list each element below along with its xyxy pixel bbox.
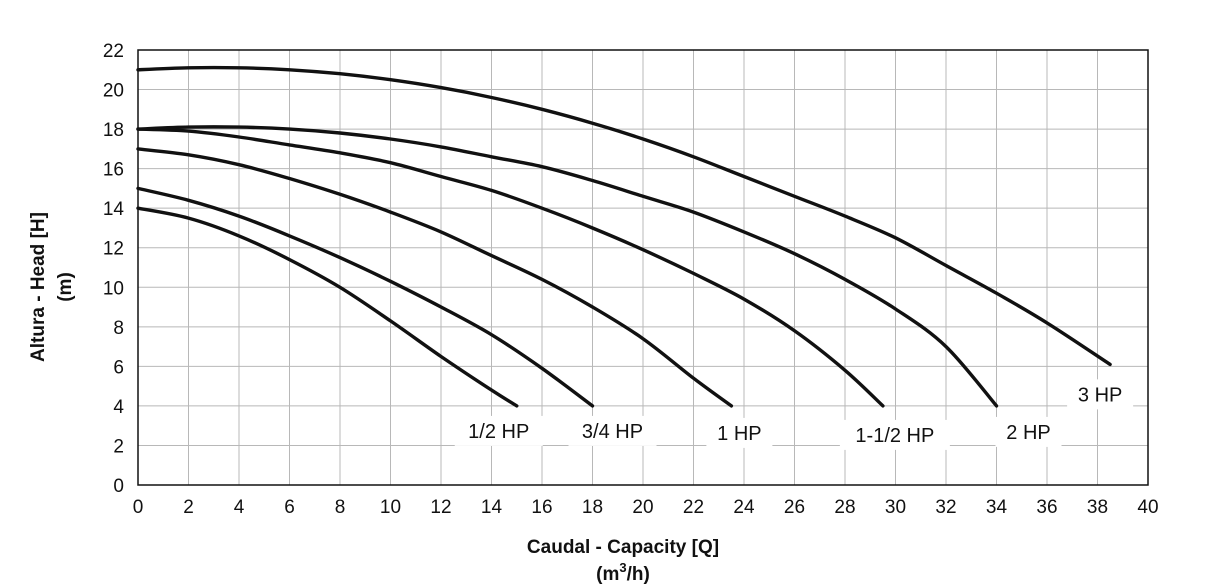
x-tick-label: 28 bbox=[834, 497, 855, 518]
curve-label-background bbox=[568, 415, 657, 446]
y-tick-labels: 0 2 4 6 8 10 12 14 16 18 20 22 bbox=[103, 41, 125, 497]
x-tick-label: 8 bbox=[335, 497, 346, 518]
x-tick-label: 0 bbox=[133, 497, 144, 518]
curve-label-background bbox=[1067, 379, 1134, 410]
pump-curve-3 bbox=[136, 147, 734, 408]
y-tick-label: 4 bbox=[113, 397, 124, 418]
curve-label: 1/2 HP bbox=[468, 421, 529, 443]
y-tick-label: 0 bbox=[113, 476, 124, 497]
x-tick-labels: 0 2 4 6 8 10 12 14 16 18 20 22 24 26 28 30 32 34 36 38 40 bbox=[133, 497, 1159, 518]
x-tick-label: 40 bbox=[1137, 497, 1158, 518]
curve-label: 1-1/2 HP bbox=[855, 425, 934, 447]
y-tick-label: 2 bbox=[113, 436, 124, 457]
curve-label: 2 HP bbox=[1006, 422, 1050, 444]
x-tick-label: 36 bbox=[1036, 497, 1057, 518]
y-tick-label: 12 bbox=[103, 239, 124, 260]
x-tick-label: 2 bbox=[183, 497, 194, 518]
x-tick-label: 16 bbox=[531, 497, 552, 518]
y-tick-label: 16 bbox=[103, 160, 124, 181]
pump-curves bbox=[136, 65, 1112, 408]
y-axis-title: Altura - Head [H] bbox=[28, 212, 49, 362]
y-tick-label: 14 bbox=[103, 199, 125, 220]
x-axis-title: Caudal - Capacity [Q] bbox=[527, 537, 719, 558]
curve-label-background bbox=[706, 417, 773, 448]
pump-curve-5 bbox=[136, 125, 999, 408]
pump-curve-1 bbox=[136, 206, 519, 408]
plot-frame bbox=[137, 49, 1149, 486]
pump-curve-4 bbox=[136, 127, 885, 408]
curve-label: 3 HP bbox=[1078, 384, 1122, 406]
x-tick-label: 34 bbox=[986, 497, 1008, 518]
x-tick-label: 4 bbox=[234, 497, 245, 518]
pump-curve-6 bbox=[136, 65, 1112, 367]
y-tick-label: 20 bbox=[103, 81, 124, 102]
x-tick-label: 24 bbox=[733, 497, 755, 518]
x-tick-label: 18 bbox=[582, 497, 603, 518]
curve-label: 1 HP bbox=[717, 423, 761, 445]
y-tick-label: 6 bbox=[113, 357, 124, 378]
x-tick-label: 26 bbox=[784, 497, 805, 518]
x-tick-label: 12 bbox=[430, 497, 451, 518]
x-tick-label: 32 bbox=[935, 497, 956, 518]
curve-label-background bbox=[839, 419, 950, 450]
x-axis-unit: (m3/h) bbox=[596, 560, 650, 585]
y-tick-label: 8 bbox=[113, 318, 124, 339]
y-axis-unit: (m) bbox=[55, 272, 76, 302]
x-tick-label: 22 bbox=[683, 497, 704, 518]
curve-label-background bbox=[454, 415, 543, 446]
x-tick-label: 38 bbox=[1087, 497, 1108, 518]
x-tick-label: 6 bbox=[284, 497, 295, 518]
y-tick-label: 18 bbox=[103, 120, 124, 141]
x-tick-label: 20 bbox=[632, 497, 653, 518]
y-tick-label: 10 bbox=[103, 278, 124, 299]
curve-label: 3/4 HP bbox=[582, 421, 643, 443]
x-tick-label: 10 bbox=[380, 497, 401, 518]
curve-label-background bbox=[995, 416, 1062, 447]
y-tick-label: 22 bbox=[103, 41, 124, 62]
curve-labels: 1/2 HP 3/4 HP 1 HP 1-1/2 HP 2 HP 3 HP bbox=[454, 379, 1134, 450]
pump-curve-2 bbox=[136, 186, 595, 408]
x-tick-label: 14 bbox=[481, 497, 503, 518]
x-tick-label: 30 bbox=[885, 497, 906, 518]
